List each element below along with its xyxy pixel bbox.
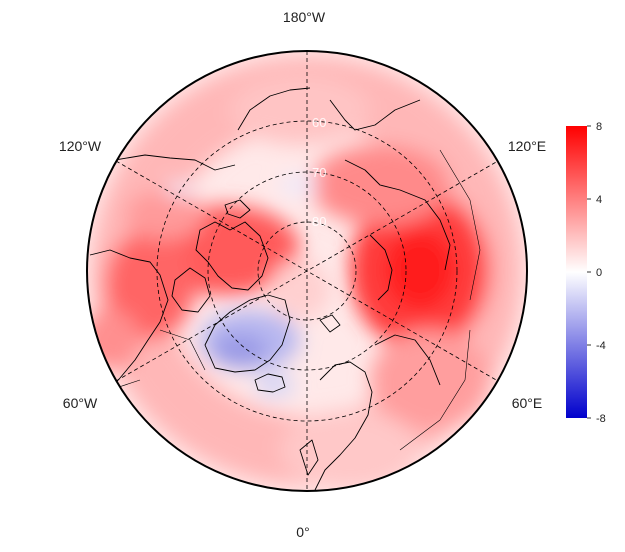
lon-label-120w: 120°W xyxy=(59,138,102,154)
lat-circle-60 xyxy=(156,120,458,422)
alaska-coast xyxy=(237,87,311,131)
colorbar: 8 4 0 -4 -8 xyxy=(566,121,606,425)
lon-label-0: 0° xyxy=(296,524,309,540)
north-america-coast xyxy=(89,249,169,411)
colorbar-tick-0: 0 xyxy=(596,267,602,279)
map-boundary xyxy=(86,50,528,492)
greenland-outline xyxy=(204,294,291,373)
lat-label-70: 70 xyxy=(312,165,326,180)
colorbar-tick-neg8: -8 xyxy=(596,413,606,425)
lon-label-60e: 60°E xyxy=(512,395,543,411)
colorbar-gradient xyxy=(566,126,587,418)
anomaly-field xyxy=(87,51,527,491)
iceland-outline xyxy=(254,373,286,393)
lon-label-120e: 120°E xyxy=(508,138,546,154)
colorbar-tick-4: 4 xyxy=(596,194,602,206)
longitude-labels: 180°W 120°W 120°E 60°W 60°E 0° xyxy=(59,9,546,540)
colorbar-tick-8: 8 xyxy=(596,121,602,133)
lat-label-80: 80 xyxy=(312,214,326,229)
colorbar-tick-neg4: -4 xyxy=(596,340,606,352)
meridian-120w-60e xyxy=(115,160,499,382)
siberia-coast xyxy=(344,159,451,271)
lat-label-60: 60 xyxy=(312,115,326,130)
lon-label-180w: 180°W xyxy=(283,9,326,25)
latitude-labels: 80 70 60 xyxy=(312,115,326,229)
graticule xyxy=(115,51,499,491)
canadian-archipelago-outline xyxy=(195,221,269,291)
lat-circle-80 xyxy=(257,221,357,321)
lon-label-60w: 60°W xyxy=(63,395,98,411)
